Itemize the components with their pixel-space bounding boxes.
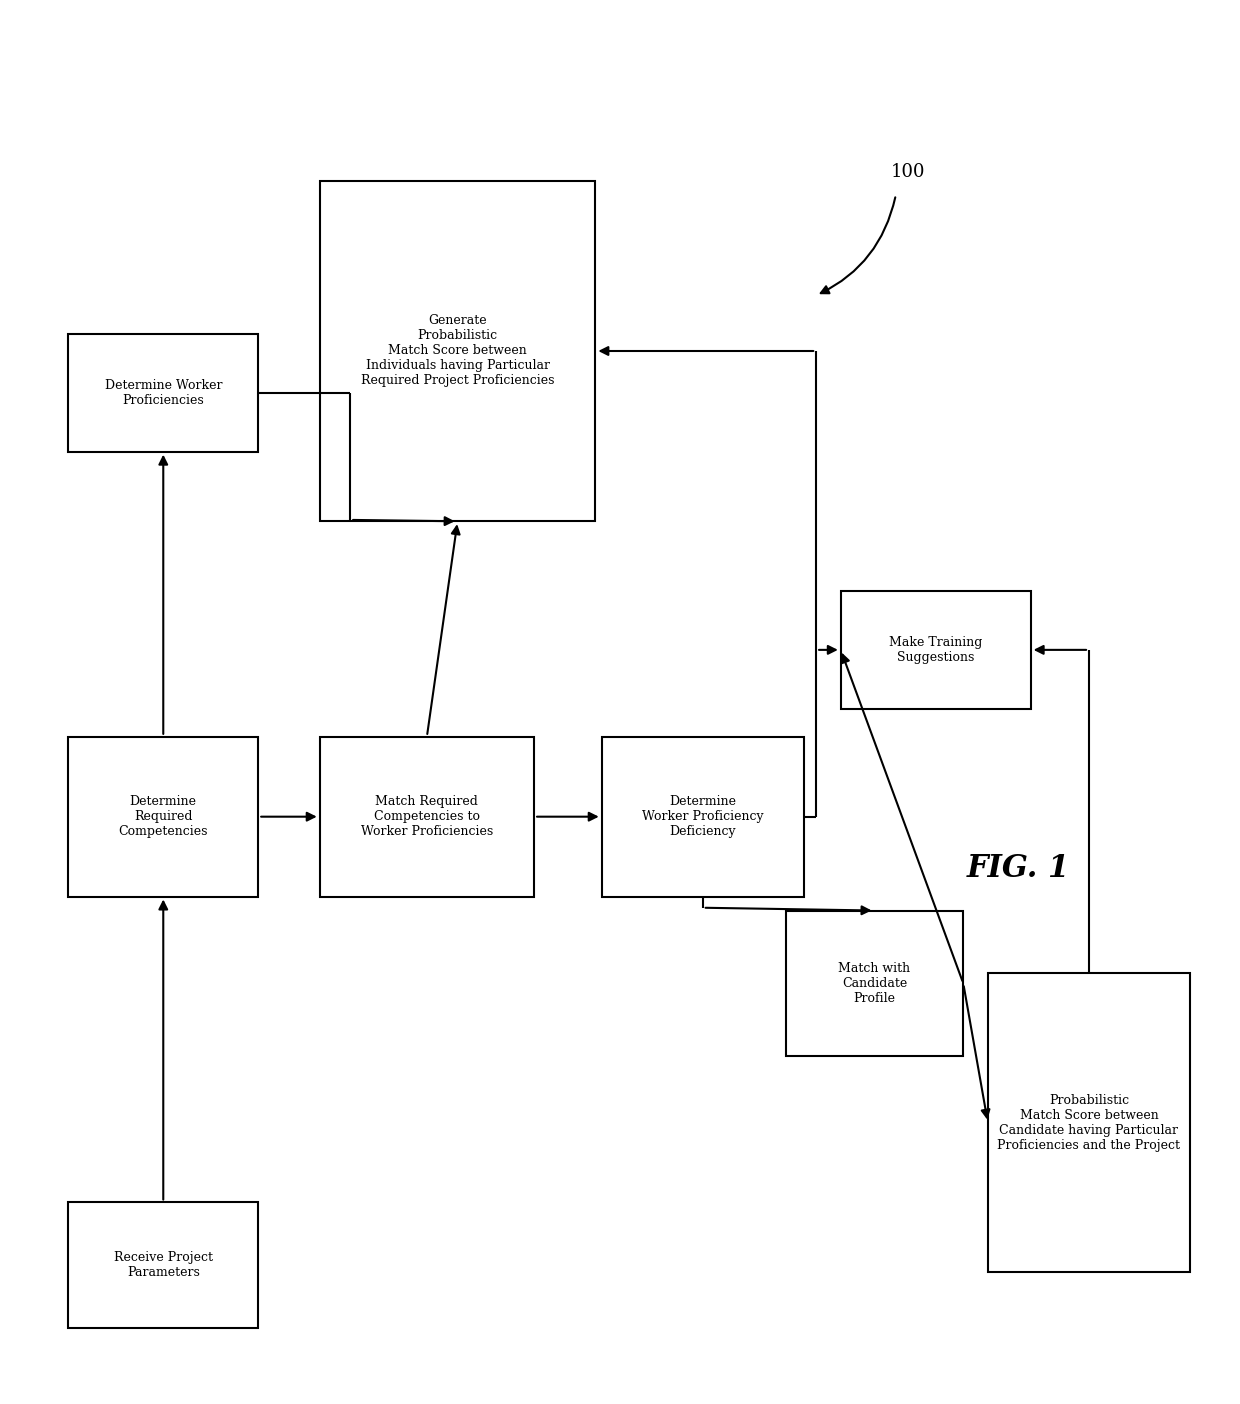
Text: Determine
Required
Competencies: Determine Required Competencies bbox=[119, 795, 208, 838]
Text: Make Training
Suggestions: Make Training Suggestions bbox=[889, 636, 982, 664]
Text: 100: 100 bbox=[890, 163, 925, 181]
Text: Probabilistic
Match Score between
Candidate having Particular
Proficiencies and : Probabilistic Match Score between Candid… bbox=[997, 1094, 1180, 1151]
FancyBboxPatch shape bbox=[320, 737, 534, 897]
FancyBboxPatch shape bbox=[68, 737, 258, 897]
Text: Match with
Candidate
Profile: Match with Candidate Profile bbox=[838, 962, 910, 1005]
FancyBboxPatch shape bbox=[68, 334, 258, 452]
Text: Determine
Worker Proficiency
Deficiency: Determine Worker Proficiency Deficiency bbox=[642, 795, 764, 838]
FancyBboxPatch shape bbox=[320, 181, 595, 521]
FancyBboxPatch shape bbox=[841, 591, 1030, 709]
FancyBboxPatch shape bbox=[68, 1202, 258, 1328]
Text: Determine Worker
Proficiencies: Determine Worker Proficiencies bbox=[104, 379, 222, 407]
Text: Receive Project
Parameters: Receive Project Parameters bbox=[114, 1251, 213, 1279]
Text: Match Required
Competencies to
Worker Proficiencies: Match Required Competencies to Worker Pr… bbox=[361, 795, 494, 838]
Text: FIG. 1: FIG. 1 bbox=[967, 854, 1070, 885]
FancyBboxPatch shape bbox=[601, 737, 804, 897]
FancyBboxPatch shape bbox=[988, 973, 1190, 1272]
FancyBboxPatch shape bbox=[785, 911, 963, 1056]
Text: Generate
Probabilistic
Match Score between
Individuals having Particular
Require: Generate Probabilistic Match Score betwe… bbox=[361, 314, 554, 388]
